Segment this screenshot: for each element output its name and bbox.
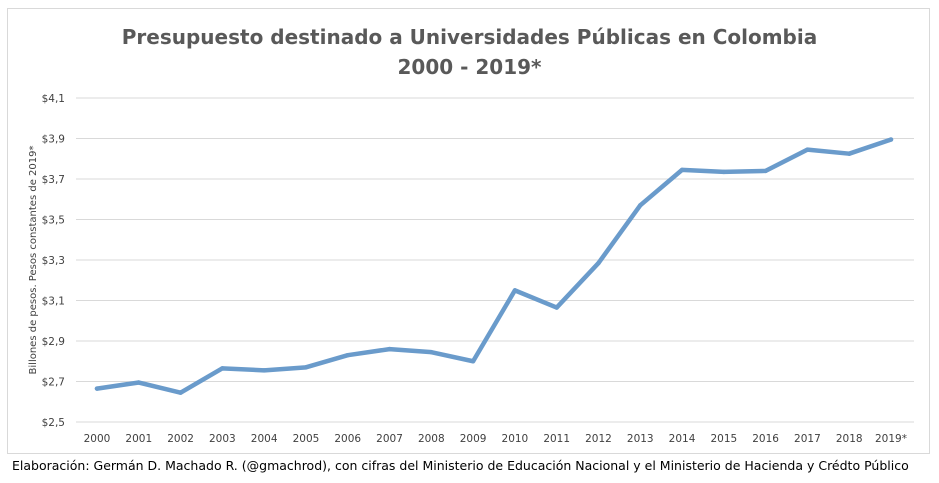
data-point [512, 288, 518, 293]
data-point [345, 352, 350, 358]
x-tick-label: 2004 [251, 433, 278, 445]
chart-title-main: Presupuesto destinado a Universidades Pú… [121, 25, 818, 49]
data-point [303, 365, 309, 370]
x-tick-label: 2019* [875, 433, 907, 445]
x-tick-label: 2015 [710, 433, 737, 445]
y-axis-ticks: $2,5 $2,7 $2,9 $3,1 $3,3 $3,5 $3,7 $3,9 $4,1 [42, 93, 65, 429]
x-tick-label: 2009 [460, 433, 487, 445]
data-point [847, 151, 852, 156]
data-point [596, 260, 601, 266]
y-tick-label: $2,7 [42, 377, 65, 389]
data-point [261, 368, 267, 373]
y-axis-label: Billones de pesos. Pesos constantes de 2… [28, 146, 39, 375]
data-point [763, 168, 768, 174]
y-tick-label: $2,9 [42, 336, 65, 348]
y-tick-label: $4,1 [42, 93, 65, 105]
data-point [220, 366, 225, 371]
gridlines [76, 97, 914, 423]
x-tick-label: 2017 [794, 433, 821, 445]
x-tick-label: 2010 [502, 433, 529, 445]
x-tick-label: 2018 [836, 433, 863, 445]
x-tick-label: 2003 [209, 433, 236, 445]
y-tick-label: $3,7 [42, 174, 65, 186]
y-tick-label: $3,9 [42, 134, 65, 146]
y-tick-label: $3,3 [42, 255, 65, 267]
data-point [554, 305, 559, 310]
source-caption: Elaboración: Germán D. Machado R. (@gmac… [12, 458, 909, 473]
data-point [178, 390, 183, 395]
series-layer [94, 137, 894, 395]
y-tick-label: $2,5 [42, 417, 65, 429]
chart-title: Presupuesto destinado a Universidades Pú… [0, 22, 939, 82]
data-point [805, 147, 810, 152]
x-tick-label: 2005 [293, 433, 320, 445]
data-point [888, 137, 894, 142]
x-tick-label: 2002 [167, 433, 194, 445]
data-point [429, 349, 434, 355]
y-tick-label: $3,1 [42, 296, 65, 308]
x-axis-ticks: 2000 2001 2002 2003 2004 2005 2006 2007 2008 2009… [84, 433, 907, 445]
x-tick-label: 2000 [84, 433, 111, 445]
x-tick-label: 2012 [585, 433, 612, 445]
chart-title-sub: 2000 - 2019* [397, 55, 542, 79]
series-line [94, 137, 894, 395]
x-tick-label: 2013 [627, 433, 654, 445]
data-point [638, 203, 643, 208]
x-tick-label: 2008 [418, 433, 445, 445]
x-tick-label: 2007 [376, 433, 403, 445]
x-tick-label: 2006 [334, 433, 361, 445]
data-point [470, 359, 476, 364]
data-point [679, 167, 685, 173]
x-tick-label: 2011 [543, 433, 570, 445]
data-point [721, 169, 727, 175]
data-point [94, 386, 100, 391]
x-tick-label: 2001 [125, 433, 152, 445]
y-tick-label: $3,5 [42, 215, 65, 227]
data-point [387, 346, 392, 352]
x-tick-label: 2014 [669, 433, 696, 445]
data-point [136, 380, 141, 385]
x-tick-label: 2016 [752, 433, 779, 445]
chart-frame [7, 8, 930, 454]
